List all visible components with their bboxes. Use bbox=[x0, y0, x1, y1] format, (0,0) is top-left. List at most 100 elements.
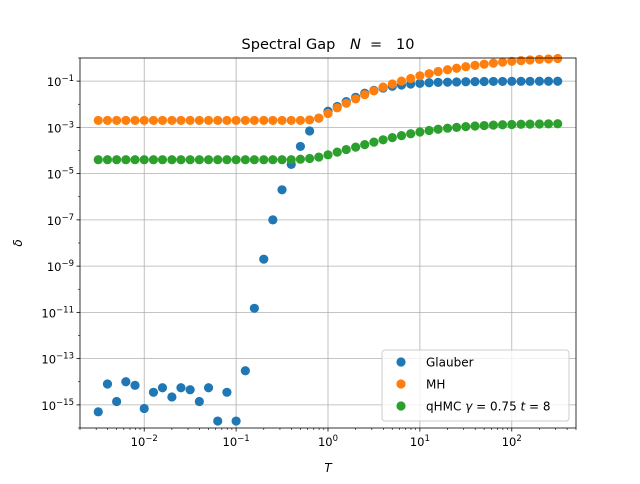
mh-point bbox=[112, 115, 122, 126]
mh-point bbox=[332, 103, 342, 113]
qhmc-point bbox=[488, 120, 498, 130]
glauber-point bbox=[130, 380, 140, 390]
mh-point bbox=[93, 115, 103, 126]
y-tick-label: 10−1 bbox=[47, 74, 74, 89]
mh-point bbox=[369, 86, 379, 96]
glauber-point bbox=[203, 383, 214, 393]
legend-marker bbox=[396, 401, 406, 411]
qhmc-point bbox=[415, 127, 425, 137]
y-tick-label: 10−3 bbox=[47, 120, 74, 135]
qhmc-point bbox=[203, 155, 214, 165]
qhmc-point bbox=[406, 129, 416, 139]
mh-point bbox=[406, 73, 416, 84]
glauber-point bbox=[167, 392, 177, 402]
qhmc-point bbox=[231, 155, 241, 165]
qhmc-point bbox=[268, 155, 278, 165]
qhmc-point bbox=[240, 155, 250, 165]
qhmc-point bbox=[185, 155, 195, 165]
qhmc-point bbox=[351, 142, 361, 152]
legend-label: Glauber bbox=[426, 356, 474, 370]
mh-point bbox=[130, 115, 140, 126]
qhmc-point bbox=[461, 122, 471, 132]
mh-point bbox=[543, 54, 554, 64]
glauber-point bbox=[222, 387, 232, 397]
series-mh bbox=[93, 53, 563, 126]
glauber-point bbox=[249, 303, 259, 313]
mh-point bbox=[268, 115, 278, 126]
x-tick-label: 102 bbox=[502, 434, 522, 449]
chart-title-variable: N bbox=[350, 37, 361, 53]
qhmc-point bbox=[341, 144, 351, 155]
qhmc-point bbox=[194, 155, 204, 165]
glauber-point bbox=[157, 383, 168, 393]
mh-point bbox=[479, 59, 489, 69]
mh-point bbox=[139, 115, 149, 126]
chart-title-prefix: Spectral Gap bbox=[242, 37, 336, 53]
y-tick-label: 10−9 bbox=[47, 259, 74, 274]
axis-ticks bbox=[76, 57, 577, 432]
qhmc-point bbox=[222, 155, 232, 165]
glauber-point bbox=[433, 77, 443, 88]
legend-label: qHMC γ = 0.75 t = 8 bbox=[426, 400, 551, 414]
mh-point bbox=[534, 54, 545, 64]
glauber-point bbox=[194, 396, 204, 407]
glauber-point bbox=[516, 76, 526, 86]
qhmc-point bbox=[314, 152, 324, 162]
mh-point bbox=[203, 115, 214, 126]
qhmc-point bbox=[424, 125, 434, 136]
qhmc-point bbox=[543, 119, 554, 129]
glauber-point bbox=[543, 76, 554, 86]
qhmc-point bbox=[452, 122, 462, 132]
mh-point bbox=[553, 53, 563, 64]
legend-marker bbox=[396, 357, 406, 367]
qhmc-point bbox=[442, 123, 453, 133]
mh-point bbox=[442, 65, 453, 75]
mh-point bbox=[341, 98, 351, 108]
legend-box bbox=[381, 349, 570, 422]
series-qhmc bbox=[93, 119, 563, 165]
qhmc-point bbox=[93, 155, 103, 165]
qhmc-point bbox=[176, 155, 186, 165]
legend-item-mh: MH bbox=[396, 378, 445, 392]
glauber-point bbox=[231, 416, 241, 426]
y-tick-label: 10−15 bbox=[41, 398, 74, 413]
glauber-point bbox=[305, 126, 315, 136]
mh-point bbox=[323, 108, 333, 119]
mh-point bbox=[415, 71, 425, 81]
mh-point bbox=[213, 115, 223, 126]
qhmc-point bbox=[387, 133, 397, 143]
x-tick-label: 10−1 bbox=[223, 434, 250, 449]
qhmc-point bbox=[213, 155, 223, 165]
y-axis-label: δ bbox=[11, 239, 25, 246]
glauber-point bbox=[112, 396, 122, 407]
mh-point bbox=[259, 115, 269, 126]
mh-point bbox=[424, 69, 434, 79]
glauber-point bbox=[93, 407, 103, 417]
mh-point bbox=[470, 60, 480, 70]
qhmc-point bbox=[470, 121, 480, 131]
chart-title-value: 10 bbox=[396, 37, 414, 53]
mh-point bbox=[295, 115, 306, 126]
glauber-point bbox=[424, 78, 434, 88]
mh-point bbox=[461, 62, 471, 72]
glauber-point bbox=[415, 78, 425, 88]
mh-point bbox=[433, 66, 443, 77]
glauber-point bbox=[268, 215, 278, 225]
glauber-point bbox=[213, 416, 223, 426]
glauber-point bbox=[442, 77, 453, 87]
qhmc-point bbox=[295, 154, 306, 164]
mh-point bbox=[222, 115, 232, 126]
glauber-point bbox=[240, 366, 250, 376]
mh-point bbox=[176, 115, 186, 126]
mh-point bbox=[314, 113, 324, 123]
mh-point bbox=[286, 115, 296, 126]
qhmc-point bbox=[157, 155, 168, 165]
mh-point bbox=[488, 58, 498, 68]
qhmc-point bbox=[479, 120, 489, 131]
legend-item-glauber: Glauber bbox=[396, 356, 474, 370]
glauber-point bbox=[497, 76, 508, 87]
qhmc-point bbox=[534, 119, 545, 129]
qhmc-point bbox=[102, 155, 113, 165]
glauber-point bbox=[525, 76, 535, 86]
glauber-point bbox=[461, 77, 471, 87]
